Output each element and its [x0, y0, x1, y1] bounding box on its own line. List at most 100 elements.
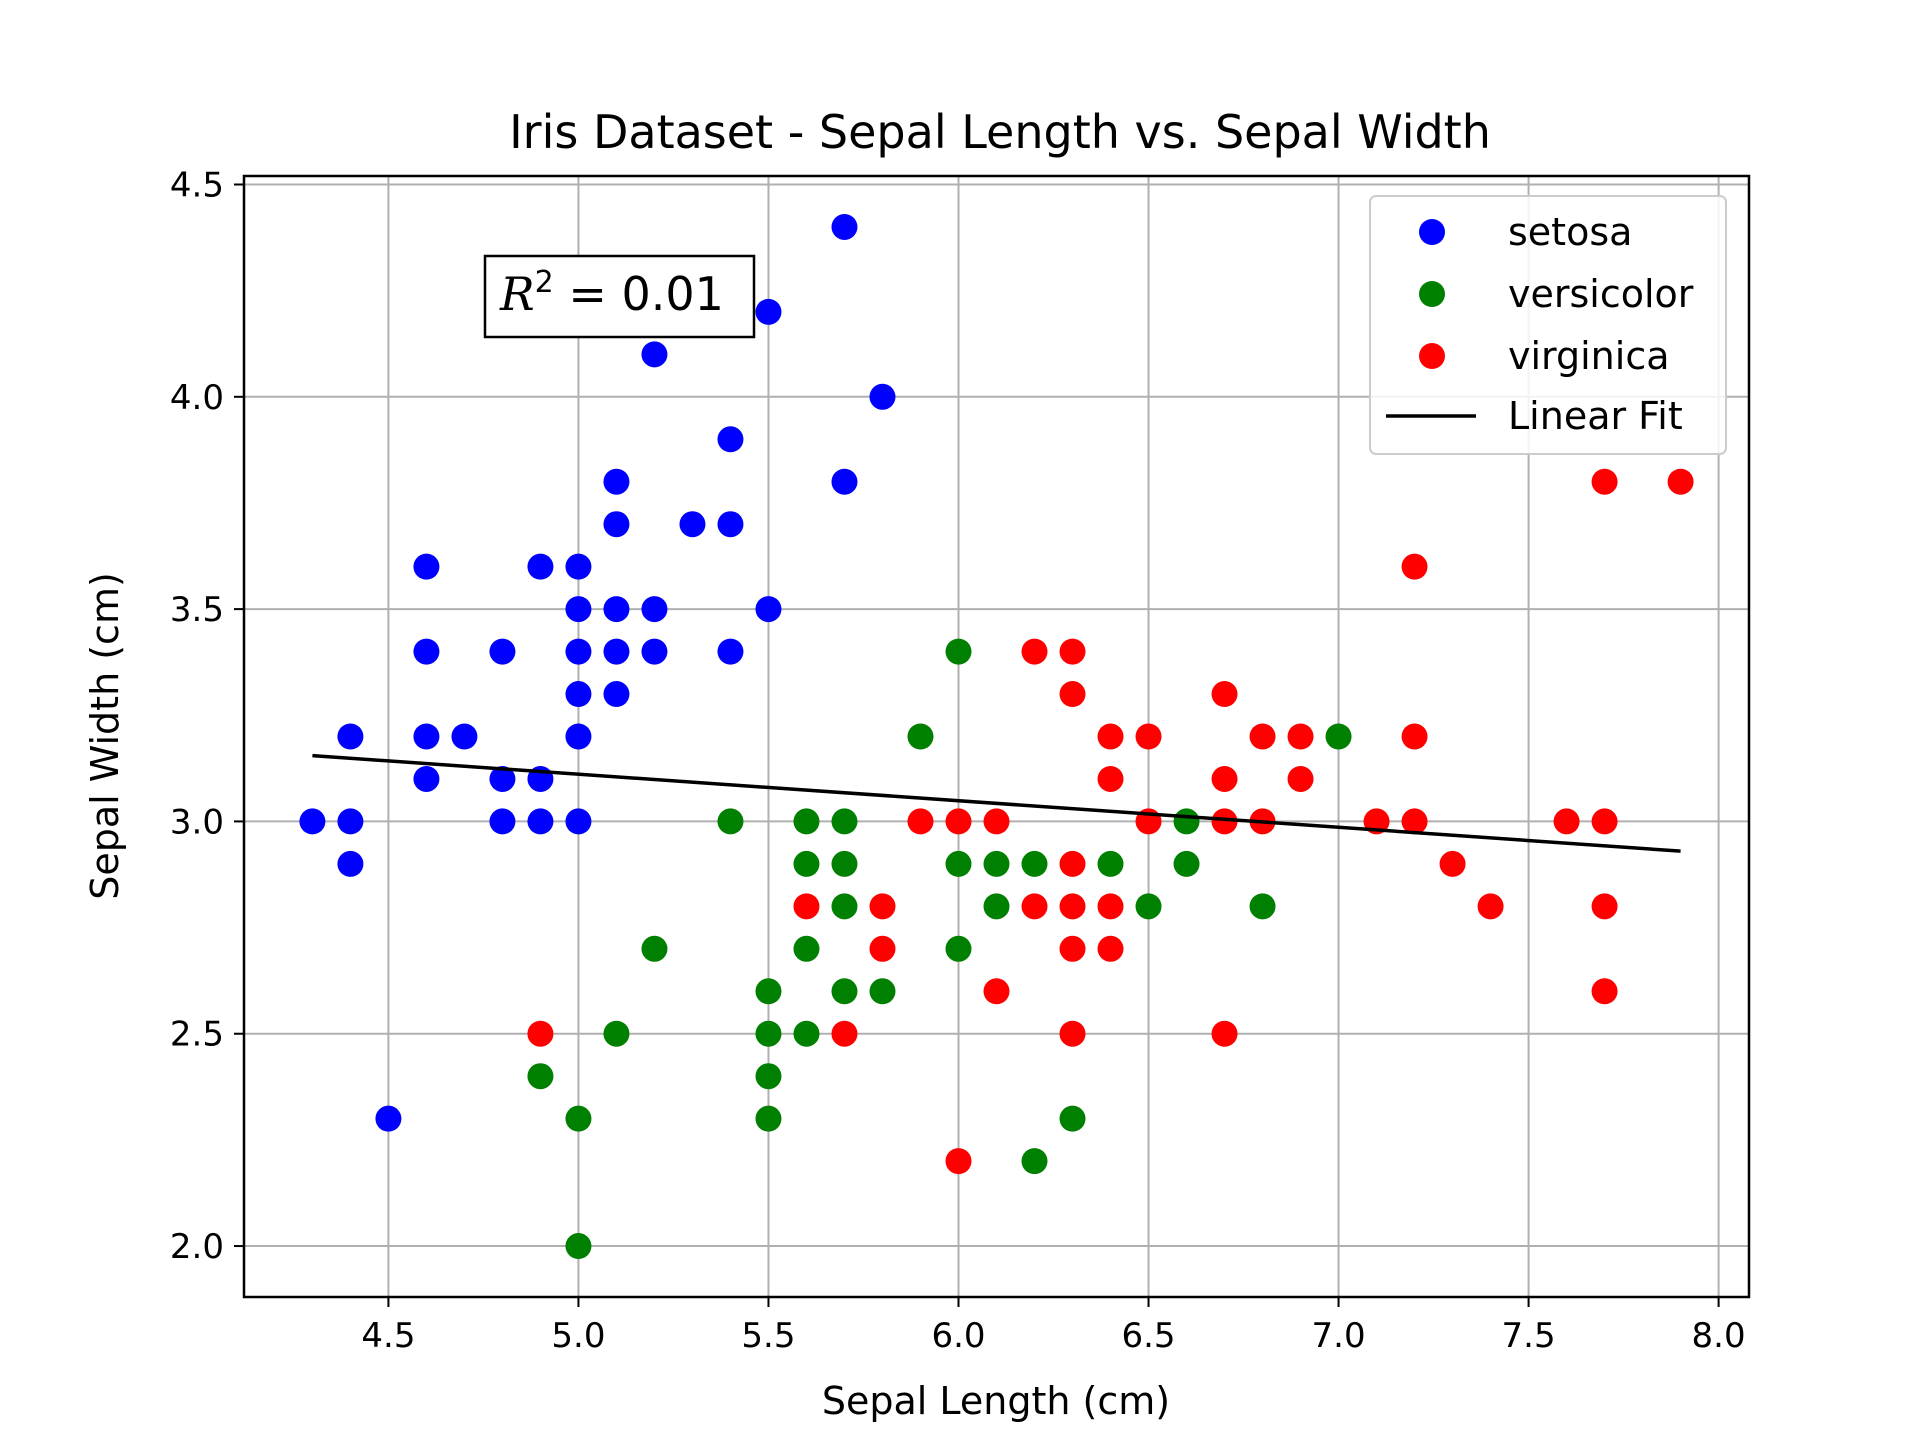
point-setosa — [565, 553, 592, 580]
point-virginica — [1591, 808, 1618, 835]
r-squared-annotation: R2 = 0.01 — [483, 254, 756, 339]
legend-marker-versicolor — [1419, 281, 1445, 307]
point-setosa — [413, 765, 440, 792]
x-tick-label: 5.5 — [741, 1316, 795, 1356]
legend-marker-virginica — [1419, 343, 1445, 369]
axis-ticks: 4.5 5.0 5.5 6.0 6.5 7.0 7.5 8.0 2.0 2.5 3.0 3.5 4.0 4… — [170, 165, 1746, 1356]
point-virginica — [1591, 468, 1618, 495]
point-virginica — [1211, 681, 1238, 708]
point-setosa — [641, 638, 668, 665]
point-virginica — [869, 935, 896, 962]
point-setosa — [527, 808, 554, 835]
point-versicolor — [603, 1020, 630, 1047]
annotation-base: R — [499, 267, 535, 321]
y-tick-label: 2.5 — [170, 1015, 224, 1055]
x-tick-label: 8.0 — [1692, 1316, 1746, 1356]
point-setosa — [755, 596, 782, 623]
annotation-rest: = 0.01 — [554, 267, 724, 321]
point-virginica — [831, 1020, 858, 1047]
point-versicolor — [945, 935, 972, 962]
point-virginica — [1059, 893, 1086, 920]
point-versicolor — [1173, 808, 1200, 835]
point-setosa — [337, 850, 364, 877]
point-setosa — [641, 596, 668, 623]
annotation-text: R2 = 0.01 — [499, 265, 724, 321]
point-virginica — [945, 1148, 972, 1175]
point-virginica — [1287, 765, 1314, 792]
point-versicolor — [1249, 893, 1276, 920]
point-virginica — [1401, 808, 1428, 835]
point-versicolor — [755, 1105, 782, 1132]
point-setosa — [451, 723, 478, 750]
x-tick-label: 5.0 — [551, 1316, 605, 1356]
plot-frame — [242, 174, 1751, 1299]
point-versicolor — [565, 1105, 592, 1132]
point-setosa — [489, 638, 516, 665]
y-tick-label: 3.5 — [170, 590, 224, 630]
x-tick-label: 6.0 — [931, 1316, 985, 1356]
point-setosa — [413, 553, 440, 580]
point-virginica — [907, 808, 934, 835]
point-virginica — [1211, 1020, 1238, 1047]
point-virginica — [983, 808, 1010, 835]
point-setosa — [831, 468, 858, 495]
point-versicolor — [1059, 1105, 1086, 1132]
point-virginica — [1059, 935, 1086, 962]
annotation-box — [483, 254, 756, 339]
point-setosa — [565, 596, 592, 623]
point-virginica — [1591, 893, 1618, 920]
x-tick-label: 7.5 — [1502, 1316, 1556, 1356]
point-virginica — [527, 1020, 554, 1047]
point-setosa — [717, 426, 744, 453]
point-virginica — [1059, 1020, 1086, 1047]
point-versicolor — [945, 638, 972, 665]
point-setosa — [603, 681, 630, 708]
data-points — [299, 213, 1694, 1260]
point-versicolor — [1021, 850, 1048, 877]
point-setosa — [337, 723, 364, 750]
y-axis-label: Sepal Width (cm) — [83, 572, 127, 900]
point-virginica — [1591, 978, 1618, 1005]
point-virginica — [869, 893, 896, 920]
point-versicolor — [1021, 1148, 1048, 1175]
point-versicolor — [641, 935, 668, 962]
y-tick-label: 3.0 — [170, 802, 224, 842]
point-virginica — [1097, 765, 1124, 792]
point-virginica — [1097, 935, 1124, 962]
point-setosa — [641, 341, 668, 368]
point-setosa — [375, 1105, 402, 1132]
point-versicolor — [945, 850, 972, 877]
point-virginica — [983, 978, 1010, 1005]
point-setosa — [565, 808, 592, 835]
point-versicolor — [755, 1063, 782, 1090]
point-setosa — [565, 723, 592, 750]
point-versicolor — [793, 850, 820, 877]
point-setosa — [527, 553, 554, 580]
point-versicolor — [1325, 723, 1352, 750]
point-virginica — [1439, 850, 1466, 877]
point-versicolor — [1173, 850, 1200, 877]
x-tick-label: 6.5 — [1121, 1316, 1175, 1356]
legend-box — [1369, 195, 1727, 455]
point-versicolor — [907, 723, 934, 750]
point-virginica — [1667, 468, 1694, 495]
y-tick-label: 4.0 — [170, 378, 224, 418]
point-setosa — [755, 298, 782, 325]
x-tick-label: 4.5 — [361, 1316, 415, 1356]
point-virginica — [1553, 808, 1580, 835]
point-virginica — [1249, 723, 1276, 750]
point-versicolor — [793, 808, 820, 835]
legend-label-setosa: setosa — [1508, 210, 1632, 254]
point-setosa — [413, 723, 440, 750]
point-virginica — [1211, 808, 1238, 835]
y-tick-label: 2.0 — [170, 1227, 224, 1267]
chart-title: Iris Dataset - Sepal Length vs. Sepal Wi… — [509, 105, 1491, 159]
x-axis-label: Sepal Length (cm) — [822, 1379, 1170, 1423]
point-versicolor — [869, 978, 896, 1005]
point-setosa — [603, 596, 630, 623]
point-virginica — [1287, 723, 1314, 750]
point-versicolor — [793, 935, 820, 962]
point-setosa — [869, 383, 896, 410]
point-setosa — [299, 808, 326, 835]
